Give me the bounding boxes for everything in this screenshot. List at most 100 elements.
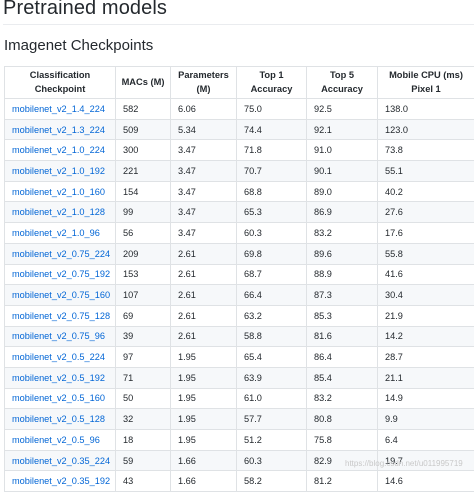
- macs-cell: 71: [116, 367, 171, 388]
- macs-cell: 32: [116, 409, 171, 430]
- macs-cell: 107: [116, 285, 171, 306]
- checkpoint-link[interactable]: mobilenet_v2_0.5_160: [12, 393, 105, 403]
- table-cell: mobilenet_v2_1.3_224: [5, 119, 116, 140]
- table-cell: mobilenet_v2_0.75_96: [5, 326, 116, 347]
- top1-cell: 60.3: [237, 450, 307, 471]
- checkpoint-link[interactable]: mobilenet_v2_0.35_224: [12, 456, 110, 466]
- table-cell: mobilenet_v2_1.4_224: [5, 99, 116, 120]
- cpu-cell: 30.4: [378, 285, 474, 306]
- cpu-cell: 55.8: [378, 243, 474, 264]
- checkpoint-link[interactable]: mobilenet_v2_0.35_192: [12, 476, 110, 486]
- top1-cell: 57.7: [237, 409, 307, 430]
- section-heading: Imagenet Checkpoints: [4, 37, 153, 54]
- top5-cell: 88.9: [307, 264, 378, 285]
- top1-cell: 58.8: [237, 326, 307, 347]
- top5-cell: 83.2: [307, 223, 378, 244]
- parameters-cell: 6.06: [171, 99, 237, 120]
- macs-cell: 39: [116, 326, 171, 347]
- table-cell: mobilenet_v2_0.75_224: [5, 243, 116, 264]
- cpu-cell: 14.6: [378, 471, 474, 492]
- checkpoint-link[interactable]: mobilenet_v2_1.3_224: [12, 125, 105, 135]
- top5-cell: 75.8: [307, 430, 378, 451]
- top5-cell: 91.0: [307, 140, 378, 161]
- checkpoint-link[interactable]: mobilenet_v2_0.5_224: [12, 352, 105, 362]
- top1-cell: 58.2: [237, 471, 307, 492]
- checkpoint-link[interactable]: mobilenet_v2_1.0_224: [12, 145, 105, 155]
- parameters-cell: 1.66: [171, 450, 237, 471]
- table-cell: mobilenet_v2_0.75_160: [5, 285, 116, 306]
- cpu-cell: 14.9: [378, 388, 474, 409]
- checkpoint-link[interactable]: mobilenet_v2_0.75_160: [12, 290, 110, 300]
- macs-cell: 99: [116, 202, 171, 223]
- top5-cell: 86.9: [307, 202, 378, 223]
- top5-cell: 85.4: [307, 367, 378, 388]
- checkpoint-link[interactable]: mobilenet_v2_1.0_128: [12, 207, 105, 217]
- parameters-cell: 2.61: [171, 243, 237, 264]
- checkpoint-link[interactable]: mobilenet_v2_0.75_128: [12, 311, 110, 321]
- top5-cell: 81.6: [307, 326, 378, 347]
- checkpoint-link[interactable]: mobilenet_v2_1.0_96: [12, 228, 100, 238]
- macs-cell: 300: [116, 140, 171, 161]
- top1-cell: 66.4: [237, 285, 307, 306]
- checkpoint-link[interactable]: mobilenet_v2_0.5_96: [12, 435, 100, 445]
- checkpoint-link[interactable]: mobilenet_v2_1.0_192: [12, 166, 105, 176]
- cpu-cell: 21.9: [378, 305, 474, 326]
- checkpoint-link[interactable]: mobilenet_v2_0.75_96: [12, 331, 105, 341]
- top1-cell: 60.3: [237, 223, 307, 244]
- table-cell: mobilenet_v2_0.35_224: [5, 450, 116, 471]
- checkpoint-link[interactable]: mobilenet_v2_0.75_224: [12, 249, 110, 259]
- macs-cell: 97: [116, 347, 171, 368]
- top5-cell: 92.5: [307, 99, 378, 120]
- top1-cell: 69.8: [237, 243, 307, 264]
- top1-cell: 71.8: [237, 140, 307, 161]
- table-cell: mobilenet_v2_1.0_224: [5, 140, 116, 161]
- macs-cell: 59: [116, 450, 171, 471]
- header-top1: Top 1 Accuracy: [237, 67, 307, 99]
- parameters-cell: 2.61: [171, 264, 237, 285]
- macs-cell: 153: [116, 264, 171, 285]
- top1-cell: 68.7: [237, 264, 307, 285]
- parameters-cell: 3.47: [171, 202, 237, 223]
- table-cell: mobilenet_v2_0.35_192: [5, 471, 116, 492]
- top5-cell: 87.3: [307, 285, 378, 306]
- checkpoint-link[interactable]: mobilenet_v2_0.75_192: [12, 269, 110, 279]
- parameters-cell: 3.47: [171, 140, 237, 161]
- parameters-cell: 1.95: [171, 430, 237, 451]
- checkpoint-link[interactable]: mobilenet_v2_1.4_224: [12, 104, 105, 114]
- cpu-cell: 28.7: [378, 347, 474, 368]
- top1-cell: 61.0: [237, 388, 307, 409]
- table-cell: mobilenet_v2_0.75_192: [5, 264, 116, 285]
- cpu-cell: 40.2: [378, 181, 474, 202]
- parameters-cell: 1.95: [171, 367, 237, 388]
- checkpoint-link[interactable]: mobilenet_v2_0.5_192: [12, 373, 105, 383]
- top1-cell: 70.7: [237, 161, 307, 182]
- parameters-cell: 1.95: [171, 388, 237, 409]
- top1-cell: 63.9: [237, 367, 307, 388]
- macs-cell: 18: [116, 430, 171, 451]
- table-cell: mobilenet_v2_0.5_224: [5, 347, 116, 368]
- parameters-cell: 2.61: [171, 326, 237, 347]
- checkpoint-link[interactable]: mobilenet_v2_1.0_160: [12, 187, 105, 197]
- checkpoint-link[interactable]: mobilenet_v2_0.5_128: [12, 414, 105, 424]
- table-cell: mobilenet_v2_0.5_128: [5, 409, 116, 430]
- parameters-cell: 2.61: [171, 305, 237, 326]
- top5-cell: 90.1: [307, 161, 378, 182]
- top1-cell: 51.2: [237, 430, 307, 451]
- top1-cell: 65.3: [237, 202, 307, 223]
- cpu-cell: 138.0: [378, 99, 474, 120]
